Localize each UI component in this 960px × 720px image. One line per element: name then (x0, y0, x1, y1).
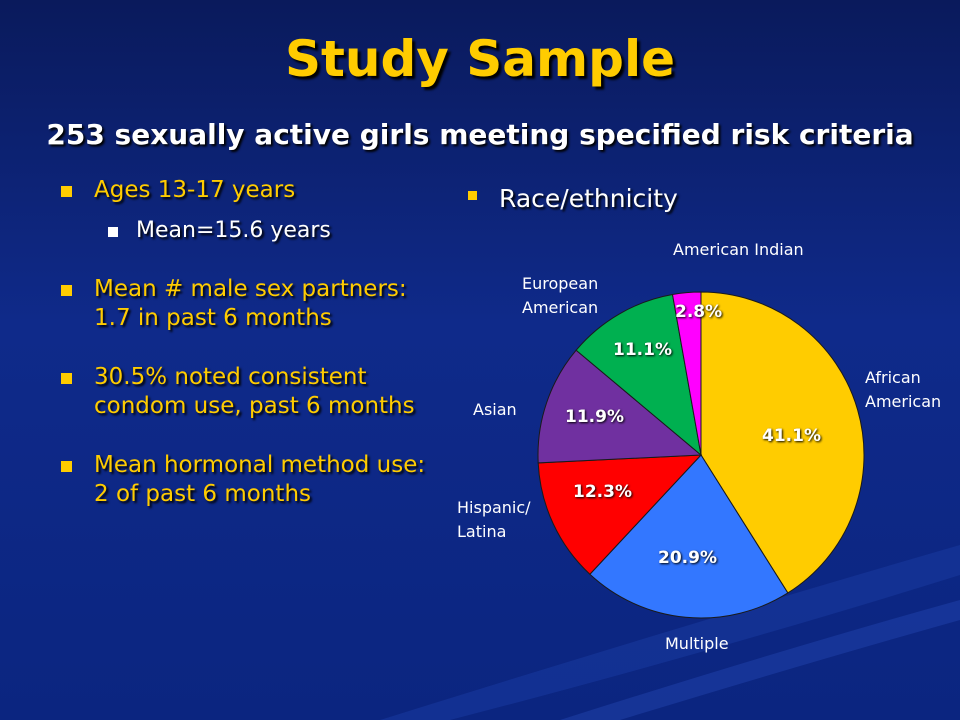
category-label: European American (522, 274, 599, 317)
bullet-hormonal-text: Mean hormonal method use: 2 of past 6 mo… (94, 452, 426, 507)
category-label: Multiple (665, 634, 729, 653)
bullet-marker (61, 461, 72, 472)
category-label: African American (865, 368, 942, 411)
bullet-hormonal: Mean hormonal method use: 2 of past 6 mo… (58, 451, 438, 509)
category-label: American Indian (673, 240, 804, 259)
bullet-marker (108, 227, 118, 237)
bullet-marker (468, 191, 477, 200)
race-heading-text: Race/ethnicity (499, 184, 678, 213)
bullet-list: Ages 13-17 years Mean=15.6 years Mean # … (58, 176, 438, 509)
value-label: 41.1% (762, 426, 821, 446)
pie-slice-european-american (575, 293, 702, 457)
bullet-condom: 30.5% noted consistent condom use, past … (58, 363, 438, 421)
pie-slice-asian (537, 349, 703, 464)
value-label: 11.1% (613, 340, 672, 360)
pie-slice-american-indian (671, 291, 702, 456)
pie-slice-hispanic-latina (537, 454, 703, 575)
bullet-condom-text: 30.5% noted consistent condom use, past … (94, 364, 415, 419)
value-label: 11.9% (565, 407, 624, 427)
value-label: 2.8% (675, 302, 723, 322)
slide-title: Study Sample (285, 30, 675, 88)
pie-slice-african-american (700, 291, 865, 594)
category-label: Hispanic/ Latina (457, 498, 531, 541)
slide-subtitle: 253 sexually active girls meeting specif… (46, 118, 914, 151)
value-label: 20.9% (658, 548, 717, 568)
category-label: Asian (473, 400, 517, 419)
bullet-partners: Mean # male sex partners: 1.7 in past 6 … (58, 275, 438, 333)
bullet-marker (61, 373, 72, 384)
bullet-mean-age-text: Mean=15.6 years (136, 218, 331, 243)
bullet-marker (61, 186, 72, 197)
bullet-ages-text: Ages 13-17 years (94, 177, 296, 203)
race-heading: Race/ethnicity (468, 184, 678, 213)
value-label: 12.3% (573, 482, 632, 502)
bullet-partners-text: Mean # male sex partners: 1.7 in past 6 … (94, 276, 407, 331)
bullet-mean-age: Mean=15.6 years (58, 217, 438, 245)
pie-slice-multiple (589, 454, 789, 619)
bullet-ages: Ages 13-17 years (58, 176, 438, 205)
bullet-marker (61, 285, 72, 296)
